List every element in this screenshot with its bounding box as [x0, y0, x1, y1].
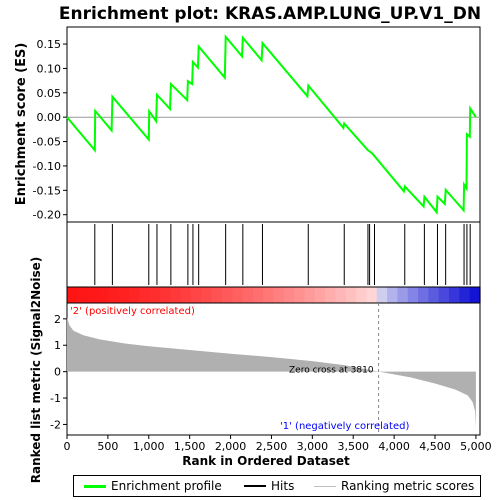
color-bar-segment: [180, 287, 192, 303]
es-y-tick-label: 0.00: [37, 111, 62, 124]
x-axis-label: Rank in Ordered Dataset: [182, 454, 350, 468]
color-bar-segment: [87, 287, 99, 303]
color-bar-segment: [376, 287, 388, 303]
color-bar-segment: [252, 287, 264, 303]
color-bar-segment: [77, 287, 89, 303]
color-bar-segment: [97, 287, 109, 303]
es-y-tick-label: -0.15: [33, 184, 61, 197]
ranking-metric-area: [67, 317, 476, 429]
metric-y-tick-label: -1: [50, 392, 61, 405]
legend-label: Enrichment profile: [111, 479, 222, 493]
color-bar-segment: [314, 287, 326, 303]
color-bar-segment: [159, 287, 171, 303]
chart-title: Enrichment plot: KRAS.AMP.LUNG_UP.V1_DN: [59, 4, 481, 24]
legend-item-hits: Hits: [244, 479, 294, 493]
x-tick-label: 1,000: [133, 440, 165, 453]
color-bar-segment: [356, 287, 368, 303]
color-bar-segment: [232, 287, 244, 303]
color-bar-segment: [418, 287, 429, 303]
hits-panel-frame: [66, 221, 481, 288]
es-y-tick-label: 0.05: [37, 87, 62, 100]
metric-y-axis: 2 1 0 -1 -2: [50, 313, 67, 431]
legend: Enrichment profile Hits Ranking metric s…: [73, 475, 481, 497]
metric-y-tick-label: 0: [54, 366, 61, 379]
metric-y-tick-label: 1: [54, 339, 61, 352]
x-tick-label: 500: [97, 440, 118, 453]
legend-swatch-green: [84, 484, 106, 488]
color-bar-segment: [397, 287, 409, 303]
color-bar-segment: [108, 287, 120, 303]
es-y-tick-label: 0.10: [37, 62, 62, 75]
color-bar-segment: [201, 287, 213, 303]
color-bar-segment: [428, 287, 440, 303]
color-bar-segment: [263, 287, 275, 303]
color-bar-segment: [139, 287, 151, 303]
color-bar-segment: [273, 287, 285, 303]
metric-y-tick-label: 2: [54, 313, 61, 326]
es-y-tick-label: 0.15: [37, 38, 62, 51]
color-bar-segment: [170, 287, 182, 303]
es-y-axis: 0.15 0.10 0.05 0.00 -0.05 -0.10 -0.15 -0.20: [33, 38, 67, 222]
x-tick-label: 2,000: [215, 440, 247, 453]
es-y-axis-label: Enrichment score (ES): [14, 43, 29, 206]
hits-marks: [94, 224, 471, 285]
color-bar-segment: [149, 287, 161, 303]
negative-correlation-label: '1' (negatively correlated): [280, 421, 409, 432]
color-bar-segment: [221, 287, 233, 303]
legend-label: Ranking metric scores: [341, 479, 475, 493]
x-tick-label: 4,500: [419, 440, 451, 453]
enrichment-profile-line: [66, 34, 477, 216]
legend-swatch-gray: [314, 485, 336, 487]
es-y-tick-label: -0.05: [33, 136, 61, 149]
color-bar-segment: [469, 287, 481, 303]
color-bar-segment: [190, 287, 202, 303]
color-bar-segment: [449, 287, 460, 303]
color-bar-segment: [335, 287, 347, 303]
ranking-color-bar: [67, 287, 481, 303]
x-tick-label: 1,500: [174, 440, 206, 453]
color-bar-segment: [366, 287, 378, 303]
legend-item-ranking-metric: Ranking metric scores: [314, 479, 474, 493]
color-bar-segment: [345, 287, 357, 303]
x-tick-label: 5,000: [460, 440, 492, 453]
zero-cross-label: Zero cross at 3810: [289, 366, 374, 376]
x-tick-label: 3,000: [297, 440, 329, 453]
legend-swatch-black: [244, 485, 266, 487]
color-bar-segment: [304, 287, 316, 303]
metric-y-tick-label: -2: [50, 418, 61, 431]
color-bar-segment: [211, 287, 223, 303]
color-bar-segment: [459, 287, 471, 303]
metric-y-axis-label: Ranked list metric (Signal2Noise): [29, 257, 43, 484]
color-bar-segment: [118, 287, 130, 303]
color-bar-segment: [294, 287, 306, 303]
x-axis: 0 500 1,000 1,500 2,000 2,500 3,000 3,500 4,000 4…: [64, 435, 492, 453]
color-bar-segment: [325, 287, 337, 303]
es-y-tick-label: -0.20: [33, 209, 61, 222]
x-tick-label: 0: [64, 440, 71, 453]
legend-label: Hits: [271, 479, 295, 493]
color-bar-segment: [387, 287, 398, 303]
color-bar-segment: [242, 287, 254, 303]
color-bar-segment: [438, 287, 450, 303]
color-bar-segment: [128, 287, 140, 303]
color-bar-segment: [407, 287, 419, 303]
color-bar-segment: [67, 287, 78, 303]
color-bar-segment: [283, 287, 295, 303]
x-tick-label: 3,500: [337, 440, 369, 453]
x-tick-label: 2,500: [256, 440, 288, 453]
positive-correlation-label: '2' (positively correlated): [70, 306, 195, 317]
es-y-tick-label: -0.10: [33, 160, 61, 173]
x-tick-label: 4,000: [378, 440, 410, 453]
legend-item-enrichment-profile: Enrichment profile: [84, 479, 222, 493]
